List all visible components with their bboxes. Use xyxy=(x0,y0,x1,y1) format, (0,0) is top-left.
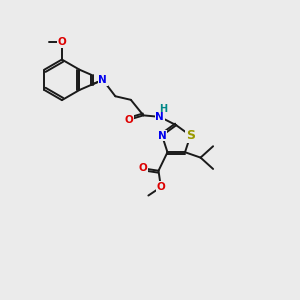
Text: S: S xyxy=(186,129,195,142)
Text: N: N xyxy=(155,112,164,122)
Text: N: N xyxy=(158,130,167,140)
Text: O: O xyxy=(139,163,147,173)
Text: H: H xyxy=(159,104,167,114)
Text: O: O xyxy=(124,115,133,125)
Text: N: N xyxy=(98,75,107,85)
Text: O: O xyxy=(157,182,165,192)
Text: O: O xyxy=(58,37,66,47)
